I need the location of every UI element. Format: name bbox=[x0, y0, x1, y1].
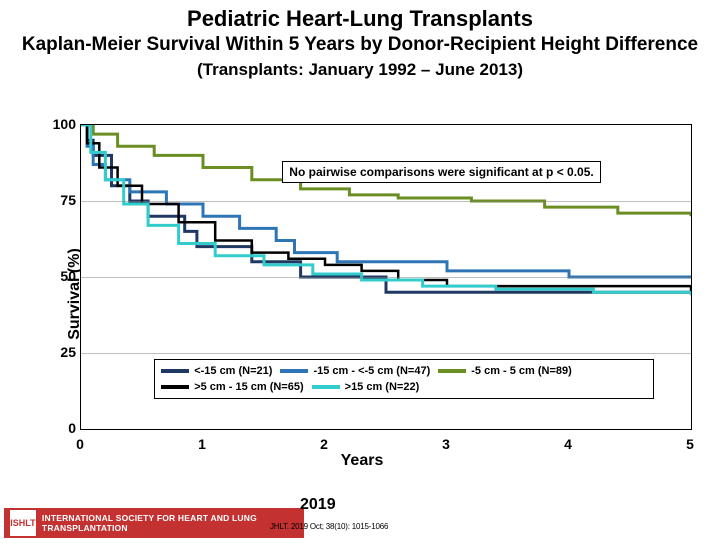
x-tick-label: 2 bbox=[320, 436, 328, 452]
legend-item: -5 cm - 5 cm (N=89) bbox=[438, 365, 572, 377]
legend-label: <-15 cm (N=21) bbox=[194, 365, 272, 377]
title-main: Pediatric Heart-Lung Transplants bbox=[0, 6, 720, 32]
footer-citation: JHLT. 2019 Oct; 38(10): 1015-1066 bbox=[270, 522, 388, 531]
legend-label: -5 cm - 5 cm (N=89) bbox=[471, 365, 572, 377]
y-tick-label: 100 bbox=[50, 116, 76, 132]
footer: ISHLT INTERNATIONAL SOCIETY FOR HEART AN… bbox=[0, 494, 720, 546]
legend-item: >15 cm (N=22) bbox=[312, 381, 420, 393]
legend-swatch bbox=[438, 369, 466, 373]
series-line bbox=[81, 125, 691, 292]
x-tick-label: 3 bbox=[442, 436, 450, 452]
title-range: (Transplants: January 1992 – June 2013) bbox=[0, 60, 720, 80]
legend-label: >5 cm - 15 cm (N=65) bbox=[194, 381, 303, 393]
title-sub: Kaplan-Meier Survival Within 5 Years by … bbox=[0, 34, 720, 56]
x-tick-label: 5 bbox=[686, 436, 694, 452]
y-tick-label: 50 bbox=[50, 268, 76, 284]
series-line bbox=[81, 125, 691, 292]
legend-label: >15 cm (N=22) bbox=[345, 381, 420, 393]
legend-swatch bbox=[312, 385, 340, 389]
plot-region: No pairwise comparisons were significant… bbox=[80, 124, 692, 430]
ishlt-logo: ISHLT INTERNATIONAL SOCIETY FOR HEART AN… bbox=[4, 508, 304, 538]
logo-text: INTERNATIONAL SOCIETY FOR HEART AND LUNG… bbox=[42, 513, 304, 533]
x-tick-label: 0 bbox=[76, 436, 84, 452]
logo-badge: ISHLT bbox=[8, 508, 38, 538]
x-tick-label: 4 bbox=[564, 436, 572, 452]
gridline bbox=[81, 201, 691, 202]
footer-year: 2019 bbox=[300, 496, 336, 514]
legend: <-15 cm (N=21) -15 cm - <-5 cm (N=47) -5 c… bbox=[154, 359, 654, 399]
legend-swatch bbox=[161, 385, 189, 389]
legend-label: -15 cm - <-5 cm (N=47) bbox=[313, 365, 430, 377]
y-tick-label: 25 bbox=[50, 344, 76, 360]
legend-item: >5 cm - 15 cm (N=65) bbox=[161, 381, 303, 393]
x-tick-label: 1 bbox=[198, 436, 206, 452]
x-axis-label: Years bbox=[341, 452, 384, 470]
legend-item: -15 cm - <-5 cm (N=47) bbox=[280, 365, 430, 377]
gridline bbox=[81, 353, 691, 354]
y-tick-label: 75 bbox=[50, 192, 76, 208]
chart-area: Survival (%) No pairwise comparisons wer… bbox=[32, 124, 692, 464]
legend-swatch bbox=[161, 369, 189, 373]
significance-note: No pairwise comparisons were significant… bbox=[282, 161, 600, 183]
legend-swatch bbox=[280, 369, 308, 373]
gridline bbox=[81, 277, 691, 278]
legend-item: <-15 cm (N=21) bbox=[161, 365, 272, 377]
y-tick-label: 0 bbox=[50, 420, 76, 436]
